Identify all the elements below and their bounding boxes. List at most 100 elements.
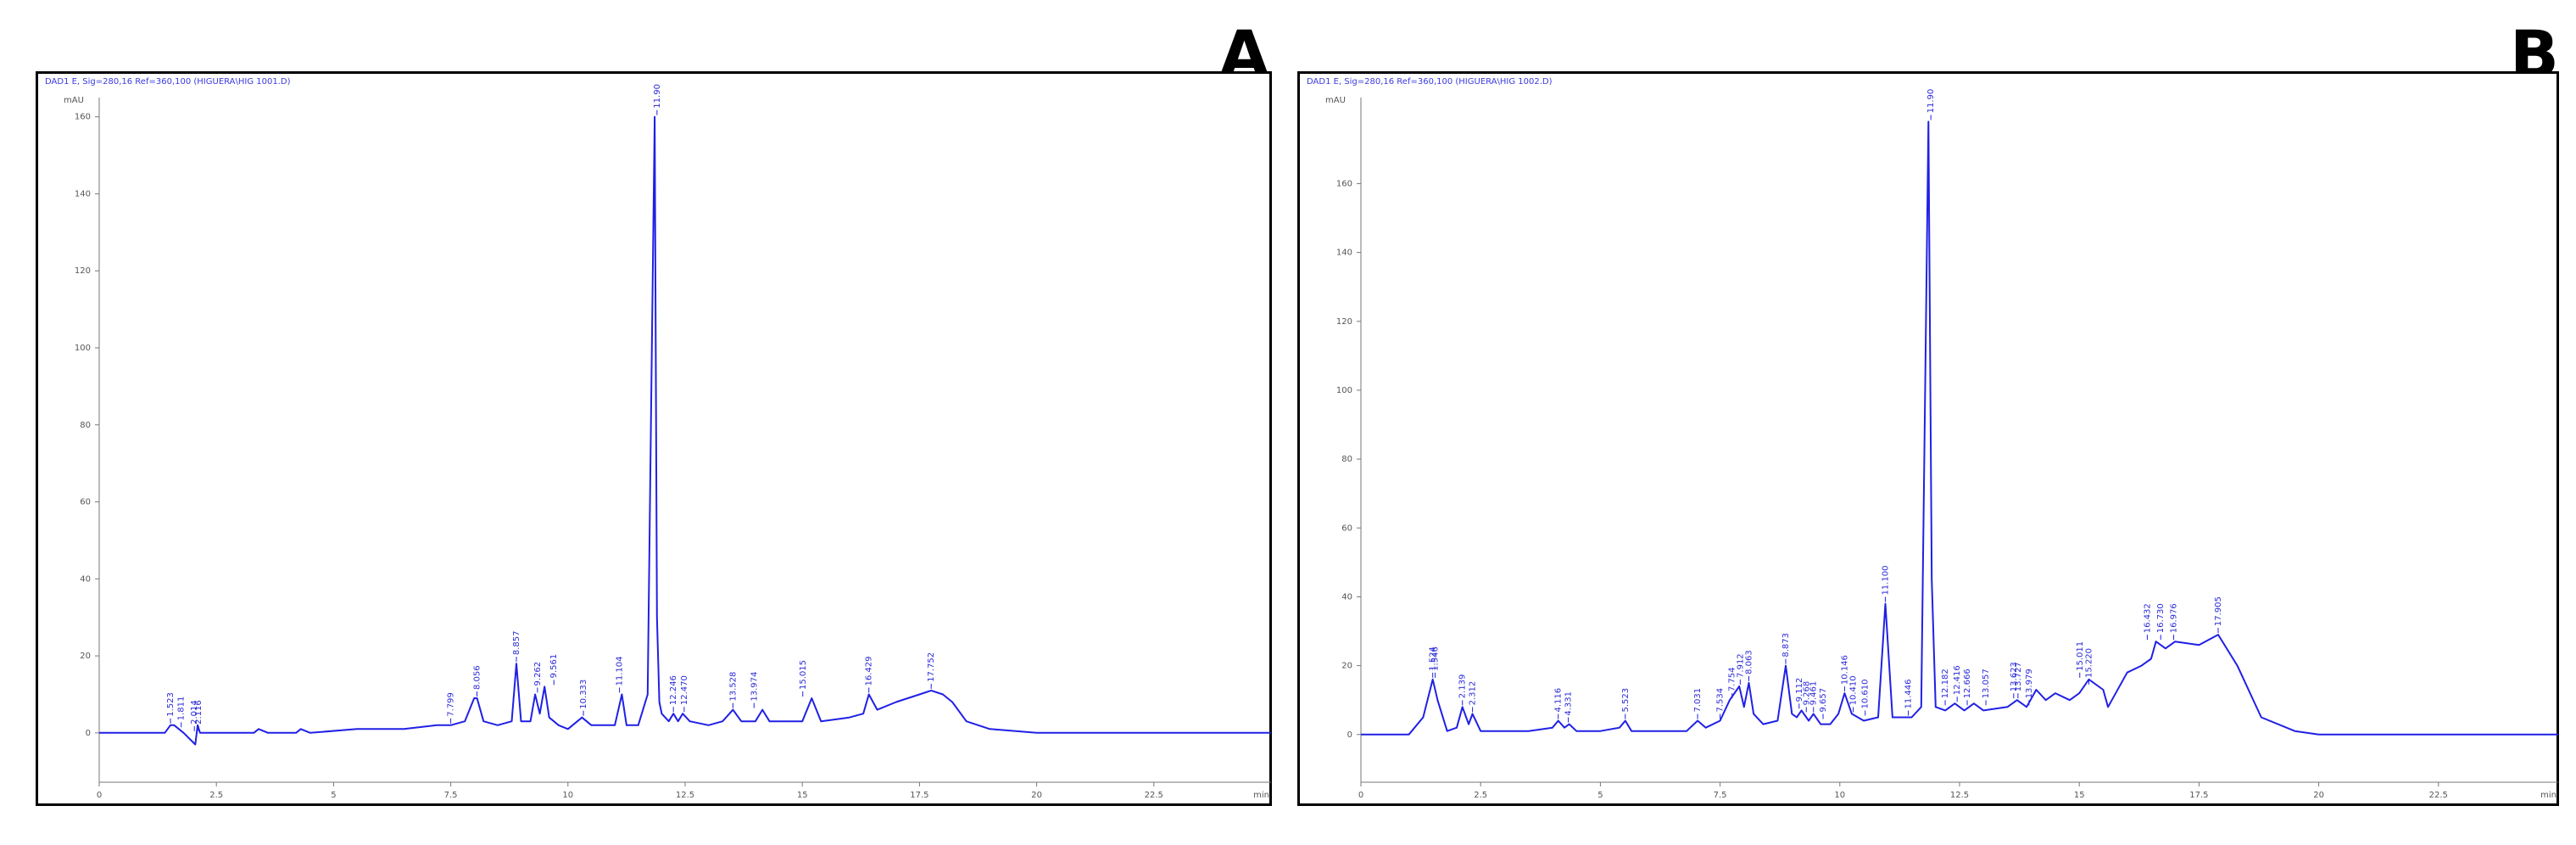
x-tick-label-b: 5 <box>1597 791 1603 800</box>
y-tick-label-a: 140 <box>75 189 91 199</box>
signal-header-a: DAD1 E, Sig=280,16 Ref=360,100 (HIGUERA\… <box>45 77 291 87</box>
peak-label-a: 2.014 <box>190 700 199 725</box>
peak-label-b: 16.976 <box>2169 603 2178 633</box>
x-tick-label-a: 0 <box>97 791 102 800</box>
y-tick-label-a: 20 <box>80 652 91 661</box>
y-tick-label-b: 0 <box>1347 730 1352 740</box>
peak-label-a: 16.429 <box>865 656 874 686</box>
x-tick-label-a: 12.5 <box>676 791 694 800</box>
peak-label-a: 15.015 <box>799 660 808 690</box>
peak-label-b: 12.666 <box>1963 669 1972 698</box>
peak-label-b: 10.410 <box>1849 675 1859 705</box>
y-tick-label-a: 160 <box>75 113 91 122</box>
y-tick-label-a: 80 <box>80 421 91 430</box>
peak-label-b: 11.446 <box>1904 679 1914 708</box>
x-axis-unit-label-a: min <box>1253 791 1269 800</box>
peak-label-b: 15.011 <box>2076 641 2085 671</box>
peak-label-b: 2.139 <box>1458 674 1468 699</box>
peak-label-a: 1.811 <box>177 697 187 721</box>
peak-label-b: 10.610 <box>1861 679 1871 708</box>
y-tick-label-b: 40 <box>1341 592 1352 602</box>
x-tick-label-b: 7.5 <box>1714 791 1727 800</box>
peak-label-a: 9.262 <box>533 662 543 686</box>
x-tick-label-b: 0 <box>1358 791 1363 800</box>
peak-label-b: 13.623 <box>2010 662 2019 691</box>
y-tick-label-b: 60 <box>1341 523 1352 533</box>
x-tick-label-a: 20 <box>1031 791 1042 800</box>
x-tick-label-a: 7.5 <box>444 791 458 800</box>
x-tick-label-b: 10 <box>1834 791 1845 800</box>
peak-label-b: 15.220 <box>2084 648 2094 678</box>
peak-label-b: 4.116 <box>1554 688 1564 713</box>
peak-label-a: 2.116 <box>194 700 204 725</box>
peak-label-b: 4.331 <box>1564 691 1574 716</box>
peak-label-b: 13.727 <box>2014 662 2023 691</box>
peak-label-b: 7.912 <box>1736 653 1745 678</box>
peak-label-b: 11.100 <box>1881 566 1890 596</box>
y-axis-unit-label-b: mAU <box>1325 96 1346 105</box>
peak-label-a: 12.246 <box>669 675 678 705</box>
peak-label-b: 12.416 <box>1953 665 1962 695</box>
y-tick-label-b: 120 <box>1336 317 1352 327</box>
peak-label-a: 8.857 <box>512 631 521 656</box>
peak-label-a: 11.90 <box>653 84 662 109</box>
peak-label-b: 10.146 <box>1840 655 1849 685</box>
peak-label-a: 12.470 <box>680 675 689 705</box>
chromatogram-frame-a: DAD1 E, Sig=280,16 Ref=360,100 (HIGUERA\… <box>36 71 1272 806</box>
peak-label-b: 16.730 <box>2156 603 2166 633</box>
x-tick-label-a: 17.5 <box>910 791 928 800</box>
peak-label-a: 9.561 <box>549 654 559 679</box>
y-tick-label-b: 80 <box>1341 455 1352 464</box>
y-tick-label-b: 100 <box>1336 386 1352 395</box>
y-tick-label-a: 0 <box>86 729 91 738</box>
x-tick-label-b: 12.5 <box>1950 791 1969 800</box>
peak-label-b: 7.534 <box>1716 688 1726 713</box>
chromatogram-plot-a: DAD1 E, Sig=280,16 Ref=360,100 (HIGUERA\… <box>45 77 1271 800</box>
peak-label-b: 9.461 <box>1809 681 1819 706</box>
x-axis-unit-label-b: min <box>2540 791 2556 800</box>
peak-label-b: 11.90 <box>1926 89 1936 114</box>
x-tick-label-a: 15 <box>797 791 808 800</box>
peak-label-b: 17.905 <box>2214 596 2223 626</box>
peak-label-b: 13.979 <box>2025 669 2034 698</box>
peak-label-b: 5.523 <box>1621 688 1631 713</box>
signal-header-b: DAD1 E, Sig=280,16 Ref=360,100 (HIGUERA\… <box>1307 77 1553 87</box>
y-tick-label-b: 20 <box>1341 662 1352 671</box>
peak-label-b: 12.182 <box>1941 669 1950 698</box>
y-tick-label-a: 100 <box>75 344 91 353</box>
x-tick-label-b: 17.5 <box>2189 791 2208 800</box>
peak-label-a: 7.799 <box>447 692 456 717</box>
x-tick-label-b: 20 <box>2313 791 2324 800</box>
peak-label-a: 8.056 <box>473 665 482 690</box>
x-tick-label-a: 5 <box>331 791 336 800</box>
y-tick-label-b: 160 <box>1336 179 1352 188</box>
x-tick-label-b: 2.5 <box>1474 791 1487 800</box>
peak-label-b: 2.312 <box>1469 681 1478 706</box>
y-tick-label-a: 120 <box>75 266 91 276</box>
peak-label-a: 1.523 <box>166 692 176 717</box>
peak-label-a: 11.104 <box>616 656 625 686</box>
x-tick-label-a: 2.5 <box>209 791 223 800</box>
peak-label-b: 9.657 <box>1819 688 1828 713</box>
peak-label-b: 16.432 <box>2143 603 2152 633</box>
x-tick-label-b: 22.5 <box>2429 791 2448 800</box>
y-tick-label-a: 60 <box>80 498 91 507</box>
peak-label-b: 8.873 <box>1781 633 1791 658</box>
chromatogram-trace-a <box>99 115 1271 746</box>
peak-label-b: 7.754 <box>1728 668 1737 692</box>
peak-label-b: 9.112 <box>1795 678 1804 702</box>
x-tick-label-a: 10 <box>562 791 573 800</box>
chromatogram-plot-b: DAD1 E, Sig=280,16 Ref=360,100 (HIGUERA\… <box>1307 77 2558 800</box>
peak-label-b: 1.524 <box>1429 646 1438 671</box>
peak-label-a: 17.752 <box>927 652 936 682</box>
peak-label-b: 1.546 <box>1431 646 1441 671</box>
y-tick-label-b: 140 <box>1336 249 1352 258</box>
peak-label-a: 10.333 <box>579 680 588 709</box>
peak-label-b: 9.268 <box>1802 681 1811 706</box>
x-tick-label-b: 15 <box>2074 791 2085 800</box>
peak-label-a: 13.528 <box>728 672 738 702</box>
peak-label-b: 7.031 <box>1693 688 1703 713</box>
peak-label-b: 13.057 <box>1982 669 1991 698</box>
chromatogram-trace-b <box>1361 120 2558 736</box>
y-axis-unit-label-a: mAU <box>64 96 84 105</box>
